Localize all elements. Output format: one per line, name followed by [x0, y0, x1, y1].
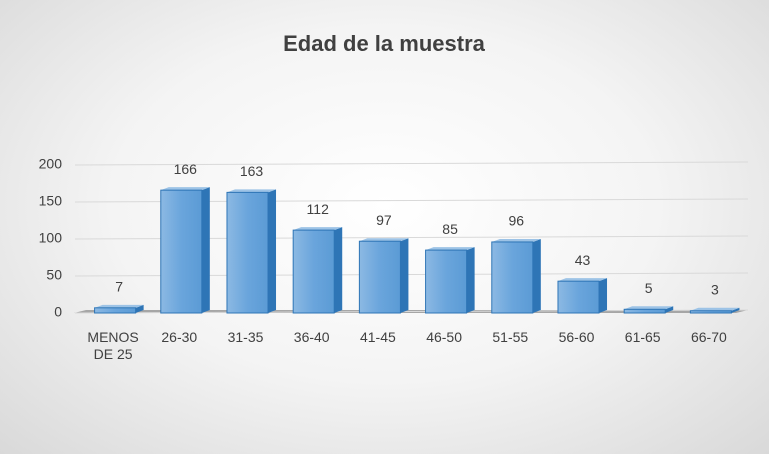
bar	[491, 238, 541, 314]
data-label: 5	[645, 280, 653, 296]
bar	[226, 189, 277, 314]
x-tick-label: 41-45	[359, 329, 396, 345]
x-tick-label: 51-55	[492, 329, 529, 345]
x-tick-label: 61-65	[624, 329, 661, 345]
data-label: 7	[115, 279, 123, 295]
x-tick-label: 36-40	[293, 329, 330, 345]
bar	[425, 247, 475, 314]
x-tick-label: 56-60	[558, 329, 595, 345]
data-label: 3	[711, 281, 719, 297]
data-label: 43	[575, 252, 591, 268]
y-tick-label: 200	[39, 156, 63, 172]
data-label: 97	[376, 212, 392, 228]
bar	[94, 304, 144, 314]
bar	[623, 306, 674, 314]
y-tick-label: 100	[39, 230, 63, 246]
data-label: 112	[307, 201, 330, 217]
grid-line	[74, 161, 749, 166]
data-label: 163	[240, 163, 264, 179]
bar	[557, 278, 608, 314]
data-label: 96	[509, 213, 525, 229]
x-tick-label: 31-35	[227, 329, 264, 345]
y-tick-label: 0	[54, 304, 62, 320]
y-tick-label: 50	[46, 267, 62, 283]
x-tick-label: 46-50	[426, 329, 462, 345]
chart-title: Edad de la muestra	[283, 31, 486, 56]
bar	[358, 238, 409, 314]
data-label: 166	[174, 161, 198, 177]
bar	[689, 307, 740, 314]
x-tick-label: 26-30	[161, 329, 198, 345]
data-label: 85	[442, 221, 458, 237]
bar	[292, 227, 343, 314]
x-tick-label: 66-70	[690, 329, 727, 345]
x-tick-label: MENOS DE 25	[87, 329, 139, 362]
bar	[160, 187, 210, 314]
y-tick-label: 150	[39, 193, 63, 209]
